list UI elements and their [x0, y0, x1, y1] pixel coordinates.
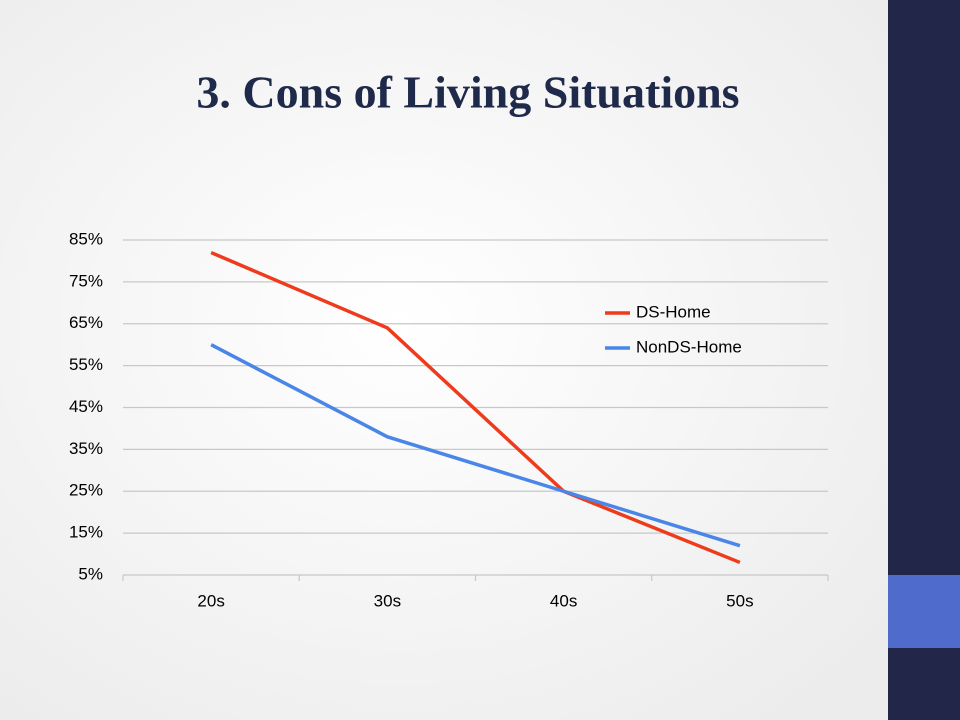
- chart-title: 3. Cons of Living Situations: [196, 67, 739, 118]
- x-tick-label: 30s: [374, 591, 401, 610]
- y-tick-label: 65%: [69, 313, 103, 332]
- y-tick-label: 45%: [69, 397, 103, 416]
- x-tick-label: 50s: [726, 591, 753, 610]
- data-line: [210, 343, 741, 548]
- y-tick-label: 75%: [69, 271, 103, 290]
- y-tick-label: 35%: [69, 439, 103, 458]
- y-tick-label: 15%: [69, 523, 103, 542]
- sidebar-accent: [888, 575, 960, 648]
- legend-label: DS-Home: [636, 302, 711, 321]
- legend-label: NonDS-Home: [636, 337, 742, 356]
- y-tick-label: 25%: [69, 481, 103, 500]
- y-tick-label: 85%: [69, 229, 103, 248]
- y-tick-label: 5%: [78, 564, 103, 583]
- x-tick-label: 20s: [197, 591, 224, 610]
- y-tick-label: 55%: [69, 355, 103, 374]
- x-tick-label: 40s: [550, 591, 577, 610]
- data-line: [210, 250, 741, 565]
- background: [0, 0, 888, 720]
